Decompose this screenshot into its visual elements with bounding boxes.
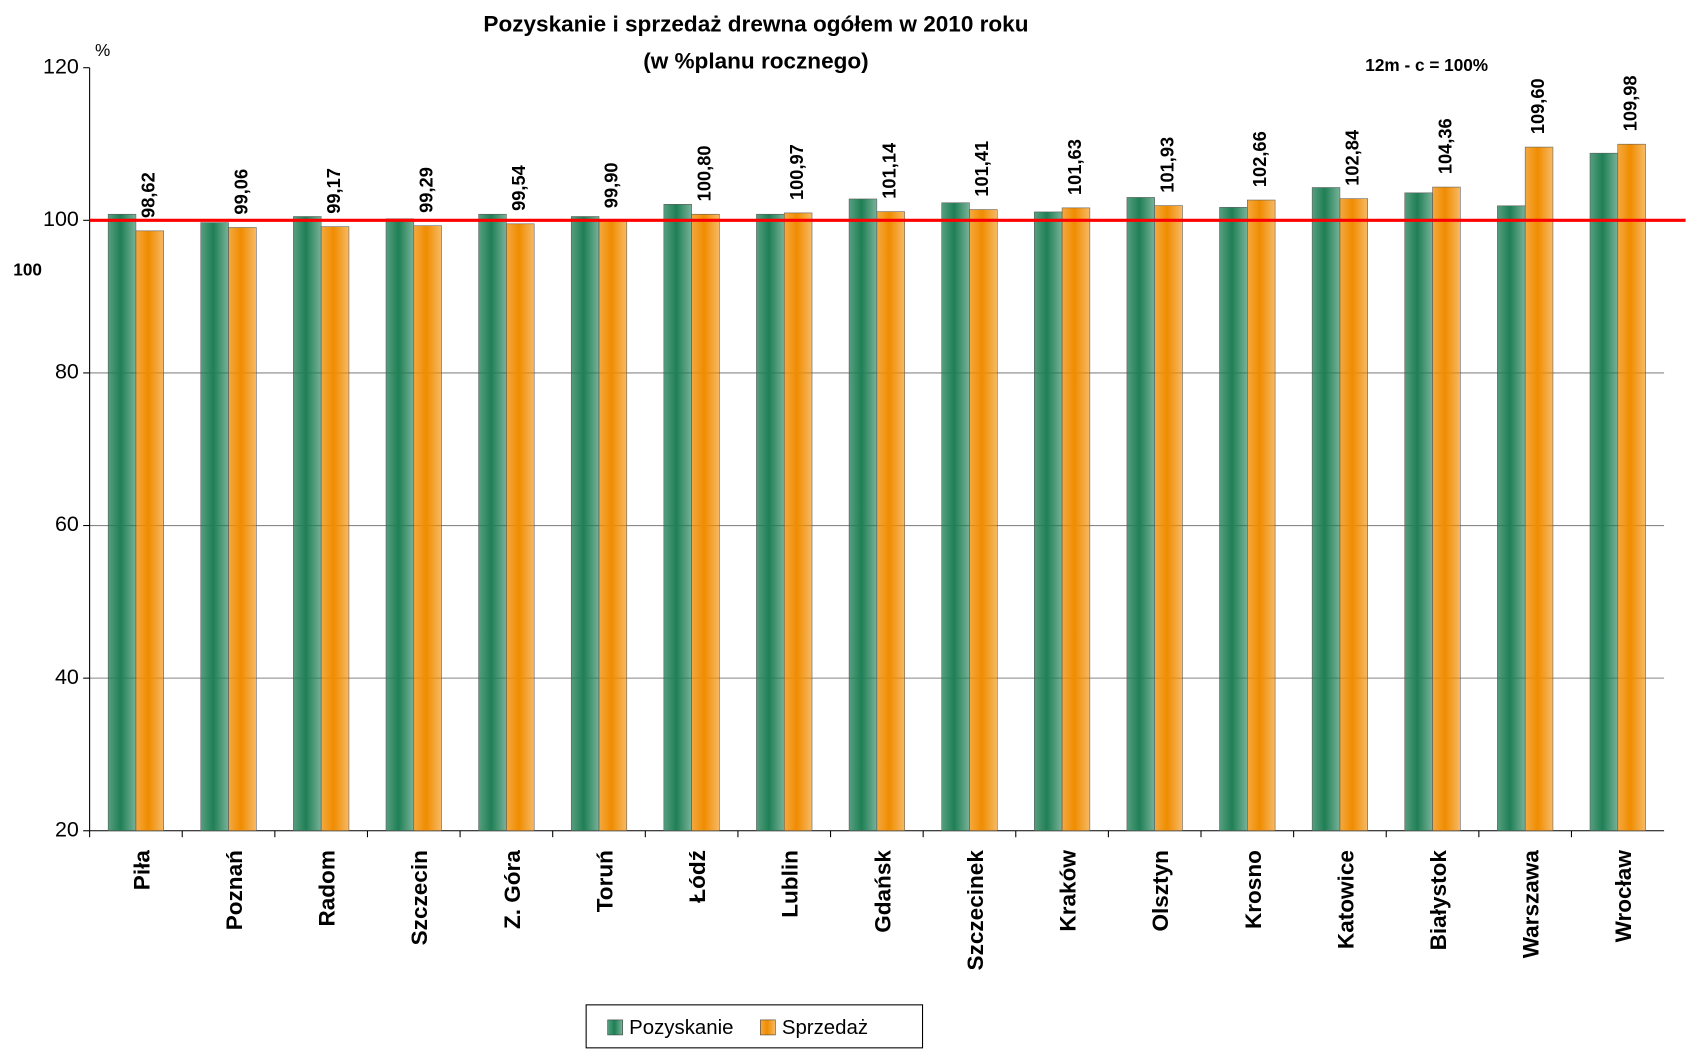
y-tick-label: 100 xyxy=(43,207,79,231)
bar xyxy=(941,202,970,832)
x-tick-label: Białystok xyxy=(1426,850,1451,951)
bar xyxy=(1034,211,1063,832)
value-label: 101,14 xyxy=(879,142,900,199)
value-label: 99,54 xyxy=(508,164,529,211)
bar xyxy=(1404,192,1433,832)
value-label: 99,29 xyxy=(415,167,436,213)
bar xyxy=(135,230,164,832)
x-tick-label: Toruń xyxy=(592,850,617,912)
bar xyxy=(1524,146,1554,832)
bar xyxy=(1126,197,1155,832)
annotation: 12m - c = 100% xyxy=(1365,55,1488,75)
bar xyxy=(1247,199,1276,832)
y-tick-label: 60 xyxy=(55,512,79,536)
value-label: 100,97 xyxy=(786,144,807,200)
bar xyxy=(1617,143,1646,832)
legend-swatch xyxy=(760,1019,776,1036)
reference-label: 100 xyxy=(13,259,42,279)
y-tick-label: 20 xyxy=(55,817,79,841)
bar xyxy=(783,212,813,832)
x-tick-label: Szczecinek xyxy=(963,850,988,971)
bar xyxy=(663,204,692,832)
x-tick-label: Poznań xyxy=(222,850,247,930)
value-label: 99,17 xyxy=(323,168,344,214)
value-label: 109,98 xyxy=(1619,75,1640,131)
x-tick-label: Warszawa xyxy=(1519,850,1544,959)
bar xyxy=(385,218,415,832)
value-label: 98,62 xyxy=(138,172,159,218)
bar xyxy=(1061,207,1091,832)
value-label: 99,06 xyxy=(230,169,251,215)
y-tick-label: 120 xyxy=(43,54,79,78)
bar xyxy=(598,220,628,832)
y-tick-label: 80 xyxy=(55,360,79,384)
x-tick-label: Z. Góra xyxy=(500,850,525,929)
x-tick-label: Katowice xyxy=(1333,850,1358,949)
value-label: 101,63 xyxy=(1064,139,1085,195)
chart-subtitle: (w %planu rocznego) xyxy=(643,48,868,73)
bar xyxy=(107,213,137,832)
bar xyxy=(1339,198,1368,832)
bar xyxy=(478,213,507,832)
bar xyxy=(320,226,350,832)
x-tick-label: Lublin xyxy=(778,850,803,918)
bar xyxy=(1589,152,1619,832)
value-label: 101,93 xyxy=(1156,137,1177,193)
bar xyxy=(228,227,257,832)
bar xyxy=(876,211,905,832)
x-tick-label: Olsztyn xyxy=(1148,850,1173,931)
bar xyxy=(506,223,535,832)
legend-swatch xyxy=(607,1019,623,1036)
bar xyxy=(200,222,229,832)
bar xyxy=(1432,186,1461,832)
x-tick-label: Łódź xyxy=(685,850,710,903)
y-tick-label: 40 xyxy=(55,665,79,689)
bar xyxy=(848,198,878,832)
value-label: 100,80 xyxy=(693,145,714,201)
bar xyxy=(756,213,785,832)
legend-box xyxy=(585,1004,924,1049)
value-label: 109,60 xyxy=(1527,78,1548,134)
legend-label: Pozyskanie xyxy=(629,1017,733,1039)
bar xyxy=(570,216,600,832)
bar xyxy=(1154,205,1183,832)
value-label: 99,90 xyxy=(601,162,622,208)
bar xyxy=(1219,207,1248,832)
value-label: 104,36 xyxy=(1434,118,1455,174)
value-label: 102,84 xyxy=(1342,129,1363,186)
x-tick-label: Krosno xyxy=(1241,850,1266,929)
bar xyxy=(969,209,998,832)
x-tick-label: Kraków xyxy=(1056,850,1081,932)
bar xyxy=(293,216,322,832)
value-label: 101,41 xyxy=(971,141,992,197)
bar xyxy=(1311,187,1341,832)
chart-title: Pozyskanie i sprzedaż drewna ogółem w 20… xyxy=(483,12,1028,37)
x-tick-label: Szczecin xyxy=(407,850,432,945)
y-unit: % xyxy=(95,40,110,60)
x-tick-label: Gdańsk xyxy=(870,850,895,933)
value-label: 102,66 xyxy=(1249,131,1270,187)
legend-label: Sprzedaż xyxy=(782,1017,868,1039)
x-tick-label: Piła xyxy=(129,850,154,891)
x-tick-label: Wrocław xyxy=(1611,850,1636,943)
bar xyxy=(413,225,442,832)
bar xyxy=(691,213,720,832)
bar xyxy=(1497,205,1526,832)
x-tick-label: Radom xyxy=(315,850,340,926)
